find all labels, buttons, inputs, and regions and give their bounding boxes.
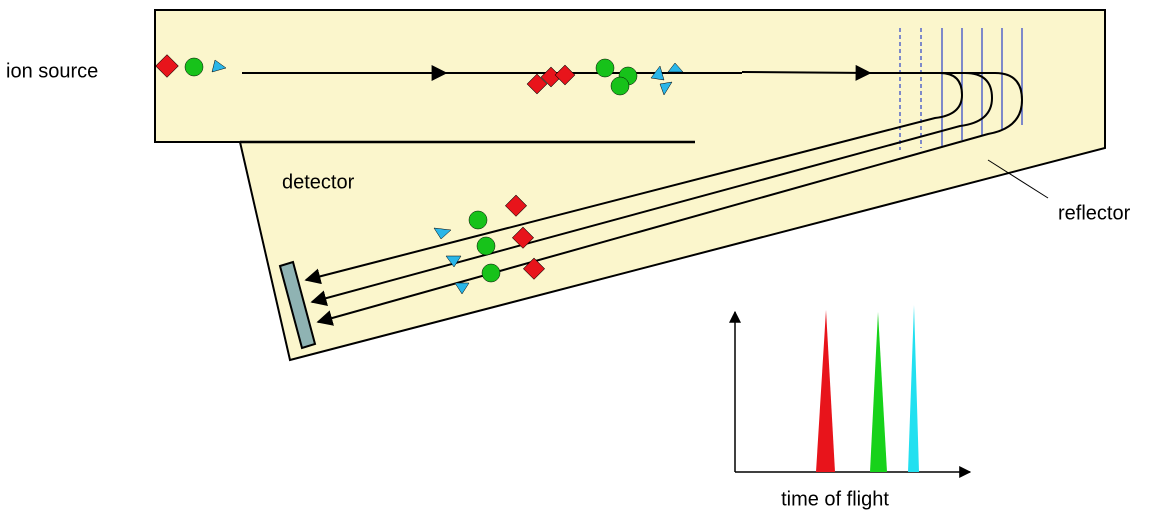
reflector-leader xyxy=(987,159,1049,199)
label-reflector: reflector xyxy=(1058,202,1131,224)
instrument-body xyxy=(154,9,1106,362)
label-detector: detector xyxy=(282,171,355,193)
ions-source xyxy=(155,54,227,78)
reflector-grid xyxy=(899,28,1023,150)
ions-return xyxy=(433,194,545,295)
ions-flight xyxy=(526,58,684,96)
spectrum xyxy=(729,305,972,478)
peak-cyan xyxy=(908,305,919,472)
peak-red xyxy=(816,310,835,472)
label-ion-source: ion source xyxy=(6,60,98,82)
label-time-of-flight: time of flight xyxy=(781,488,889,510)
detector-plate xyxy=(278,260,317,350)
ion-path xyxy=(242,64,1024,326)
peak-green xyxy=(870,312,887,472)
